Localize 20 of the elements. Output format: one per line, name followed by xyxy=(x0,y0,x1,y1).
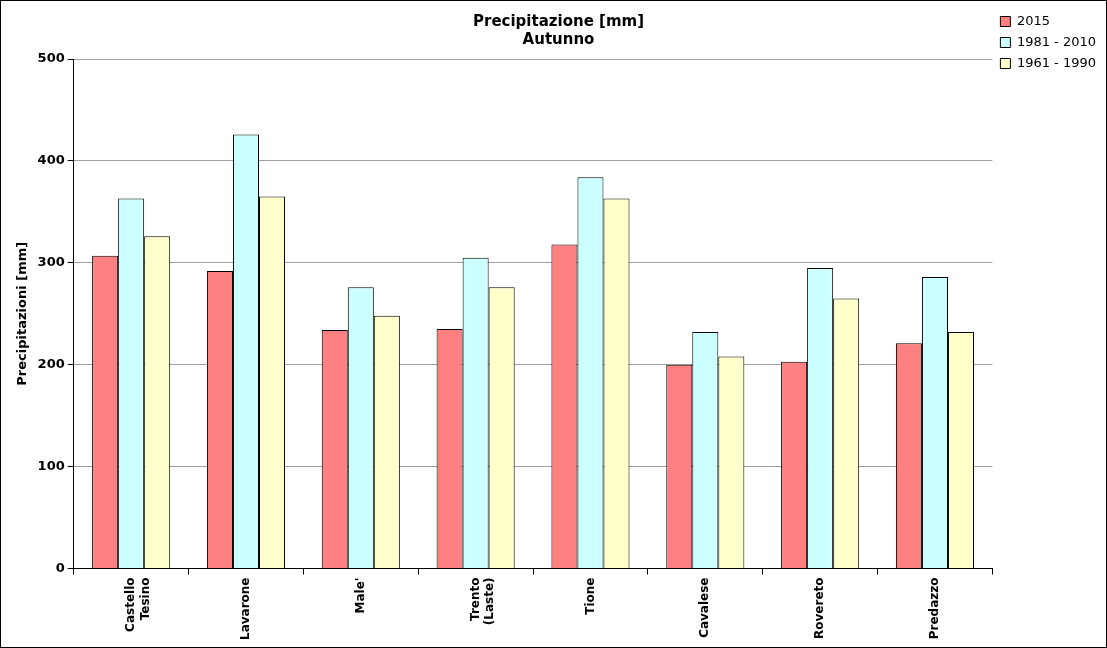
x-tick-label: Lavarone xyxy=(238,577,253,641)
y-tick-label: 100 xyxy=(37,457,65,473)
y-tick-label: 400 xyxy=(37,152,65,168)
y-tick-label: 0 xyxy=(55,559,65,575)
x-tick-label: Tione xyxy=(582,577,597,615)
legend-label: 1981 - 2010 xyxy=(1016,33,1096,49)
x-tick-label: Castello Tesino xyxy=(123,577,152,632)
y-axis-title: Precipitazioni [mm] xyxy=(14,241,30,386)
chart-title: Precipitazione [mm] xyxy=(473,11,644,30)
y-tick-label: 300 xyxy=(37,254,65,270)
x-tick-label: Male' xyxy=(352,577,367,614)
y-tick-label: 200 xyxy=(37,356,65,372)
x-tick-label: Predazzo xyxy=(927,577,942,640)
legend-label: 1961 - 1990 xyxy=(1016,54,1096,70)
y-tick-label: 500 xyxy=(37,50,65,66)
chart-subtitle: Autunno xyxy=(522,29,595,48)
legend-label: 2015 xyxy=(1016,12,1050,28)
x-tick-label: Rovereto xyxy=(812,577,827,639)
x-tick-label: Cavalese xyxy=(697,577,712,638)
x-tick-label: Trento (Laste) xyxy=(467,577,497,626)
